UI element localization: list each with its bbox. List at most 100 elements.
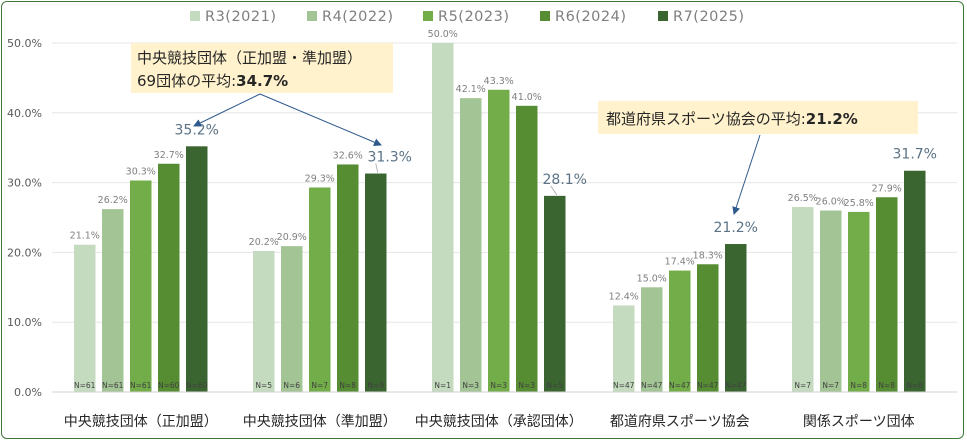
n-label: N=8 (850, 381, 867, 390)
legend-label: R3(2021) (205, 9, 277, 25)
annotation-arrow (259, 93, 382, 146)
value-label: 26.5% (788, 193, 818, 204)
value-label: 35.2% (175, 122, 219, 138)
value-label: 32.7% (154, 150, 184, 161)
value-label: 20.2% (249, 237, 279, 248)
y-tick-label: 50.0% (7, 37, 42, 50)
value-label: 21.2% (714, 220, 758, 236)
n-label: N=8 (906, 381, 923, 390)
bar (516, 105, 538, 392)
value-label: 20.9% (277, 232, 307, 243)
n-label: N=47 (725, 381, 747, 390)
bar (904, 170, 926, 392)
annotations: 中央競技団体（正加盟・準加盟） 69団体の平均:34.7% 都道府県スポーツ協会の平… (131, 43, 918, 215)
value-label: 32.6% (333, 150, 363, 161)
annotation-arrow (193, 93, 261, 127)
bar (130, 180, 152, 392)
value-label: 18.3% (693, 250, 723, 261)
bars (74, 43, 926, 393)
annotation-arrow (732, 134, 761, 215)
legend-swatch (307, 11, 317, 21)
n-label: N=3 (490, 381, 507, 390)
category-label: 中央競技団体（承認団体） (415, 414, 583, 430)
value-label: 27.9% (872, 183, 902, 194)
bar (488, 89, 510, 393)
value-label: 29.3% (305, 173, 335, 184)
bar (102, 209, 124, 392)
n-label: N=60 (158, 381, 180, 390)
annotation-value: 21.2% (806, 110, 858, 128)
bar (253, 251, 275, 392)
n-label: N=3 (462, 381, 479, 390)
leader-line (375, 163, 379, 173)
bar (820, 210, 842, 392)
y-tick-label: 10.0% (7, 316, 42, 329)
legend-label: R4(2022) (322, 9, 394, 25)
n-label: N=8 (878, 381, 895, 390)
value-label: 42.1% (456, 84, 486, 95)
value-label: 26.0% (816, 197, 846, 208)
n-label: N=6 (283, 381, 300, 390)
bar (158, 163, 180, 392)
n-label: N=61 (130, 381, 152, 390)
n-label: N=61 (102, 381, 124, 390)
annotation-text: 都道府県スポーツ協会の平均:21.2% (606, 110, 858, 128)
bar (186, 146, 208, 392)
n-label: N=60 (186, 381, 208, 390)
annotation-box (131, 43, 393, 93)
bar (365, 173, 387, 392)
legend-label: R5(2023) (438, 9, 510, 25)
value-label: 41.0% (512, 92, 542, 103)
n-label: N=47 (613, 381, 635, 390)
legend-swatch (540, 11, 550, 21)
bar (432, 43, 454, 392)
annotation-box (598, 101, 918, 134)
y-tick-label: 30.0% (7, 177, 42, 190)
bar (281, 246, 303, 392)
value-label: 21.1% (70, 231, 100, 242)
n-label: N=5 (255, 381, 272, 390)
axes: 0.0% 10.0% 20.0% 30.0% 40.0% 50.0% 中央競技団体（正加盟）… (7, 37, 957, 430)
n-label: N=47 (697, 381, 719, 390)
value-label: 26.2% (98, 195, 128, 206)
bar (669, 270, 691, 392)
data-labels: N=61 21.1% N=61 26.2% N=61 30.3% N=60 32.7% N=60… (70, 29, 937, 390)
n-label: N=47 (641, 381, 663, 390)
n-label: N=7 (311, 381, 328, 390)
y-tick-label: 40.0% (7, 107, 42, 120)
y-tick-label: 0.0% (14, 386, 42, 399)
value-label: 12.4% (609, 291, 639, 302)
n-label: N=9 (367, 381, 384, 390)
value-label: 17.4% (665, 257, 695, 268)
n-label: N=7 (794, 381, 811, 390)
value-label: 15.0% (637, 273, 667, 284)
bar (876, 197, 898, 392)
annotation-text-part: 69団体の平均: (137, 72, 236, 90)
category-label: 中央競技団体（正加盟） (64, 414, 218, 430)
annotation-text-part: 都道府県スポーツ協会の平均: (606, 110, 806, 128)
n-label: N=47 (669, 381, 691, 390)
bar (792, 207, 814, 392)
value-label: 31.3% (368, 150, 412, 166)
bar (848, 211, 870, 392)
legend-label: R7(2025) (673, 9, 745, 25)
bar (641, 287, 663, 392)
annotation-text: 中央競技団体（正加盟・準加盟） (137, 49, 362, 67)
category-label: 関係スポーツ団体 (803, 414, 915, 430)
n-label: N=1 (434, 381, 451, 390)
legend-swatch (658, 11, 668, 21)
bar (725, 244, 747, 392)
value-label: 31.7% (893, 147, 937, 163)
n-label: N=61 (74, 381, 96, 390)
bar (309, 187, 331, 392)
value-label: 28.1% (543, 172, 587, 188)
bar (337, 164, 359, 392)
n-label: N=5 (546, 381, 563, 390)
value-label: 50.0% (428, 29, 458, 40)
value-label: 43.3% (484, 76, 514, 87)
leader-line (550, 185, 558, 196)
legend-swatch (423, 11, 433, 21)
n-label: N=7 (822, 381, 839, 390)
